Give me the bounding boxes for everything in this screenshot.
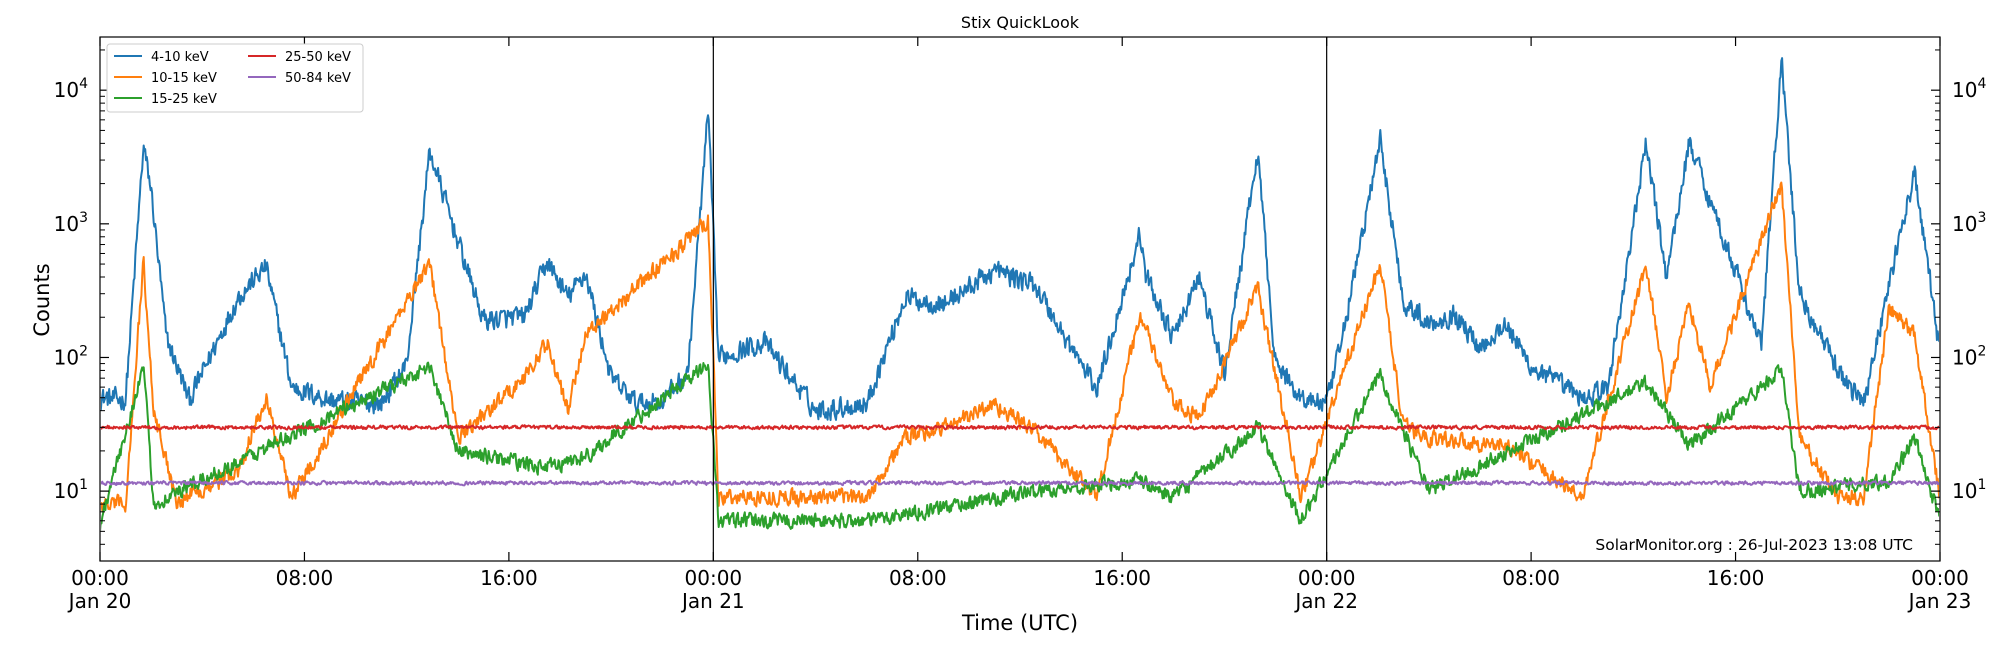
series-line [101,424,1939,431]
legend-label: 50-84 keV [285,71,351,86]
x-tick-label: 08:00 [1502,566,1560,590]
x-tick-label: 16:00 [1093,566,1151,590]
series-layer [101,57,1939,532]
y-tick-label-right: 103 [1952,210,1986,236]
legend-label: 10-15 keV [151,71,217,86]
legend: 4-10 keV 10-15 keV 15-25 keV 25-50 keV 50-84… [106,43,364,113]
plot-frame [99,36,1941,562]
y-tick-label-right: 104 [1952,76,1986,102]
x-tick-label: 08:00 [276,566,334,590]
solarmonitor-annotation: SolarMonitor.org : 26-Jul-2023 13:08 UTC [1595,536,1913,554]
legend-label: 4-10 keV [151,50,209,65]
x-tick-label: 16:00 [1707,566,1765,590]
y-tick-label: 104 [54,76,88,102]
x-tick-date-label: Jan 21 [680,589,745,613]
x-tick-label: 00:00 [1298,566,1356,590]
y-tick-label: 103 [54,210,88,236]
x-tick-date-label: Jan 22 [1293,589,1358,613]
x-tick-label: 00:00 [685,566,743,590]
y-tick-label-right: 102 [1952,343,1986,369]
x-tick-date-label: Jan 20 [67,589,132,613]
x-tick-date-label: Jan 23 [1907,589,1972,613]
y-axis-title: Counts [30,263,54,336]
day-boundary-layer [712,37,1328,561]
y-tick-label: 102 [54,343,88,369]
chart-title: Stix QuickLook [961,13,1080,32]
legend-label: 15-25 keV [151,92,217,107]
x-tick-label: 08:00 [889,566,947,590]
y-tick-label: 101 [54,477,88,503]
x-tick-label: 00:00 [71,566,129,590]
x-tick-label: 16:00 [480,566,538,590]
legend-label: 25-50 keV [285,50,351,65]
series-line [101,361,1939,532]
legend-frame [106,43,364,113]
x-tick-label: 00:00 [1911,566,1969,590]
x-axis-title: Time (UTC) [961,611,1078,635]
series-line [101,479,1939,487]
series-line [101,181,1939,513]
y-tick-label-right: 101 [1952,477,1986,503]
series-line [101,57,1939,422]
